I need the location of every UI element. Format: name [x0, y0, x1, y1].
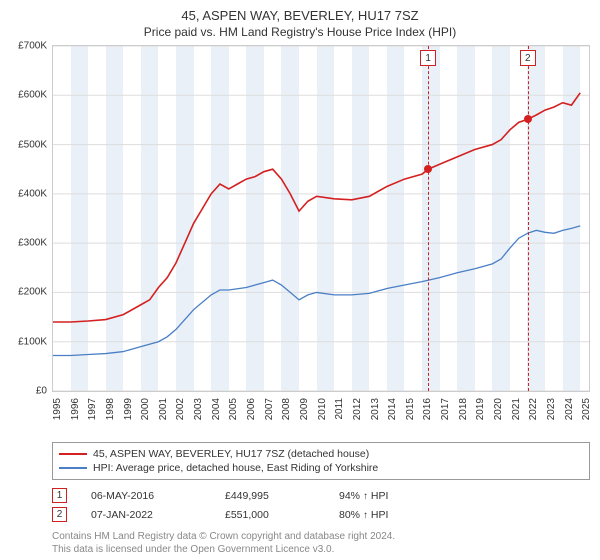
x-tick-label: 2025 — [581, 398, 592, 420]
sale-num-box: 2 — [52, 507, 67, 522]
x-tick-label: 2020 — [493, 398, 504, 420]
legend: 45, ASPEN WAY, BEVERLEY, HU17 7SZ (detac… — [52, 442, 590, 480]
x-tick-label: 2001 — [158, 398, 169, 420]
x-tick-label: 1996 — [70, 398, 81, 420]
sale-point — [524, 115, 532, 123]
x-tick-label: 2013 — [370, 398, 381, 420]
arrow-up-icon: ↑ — [363, 491, 368, 502]
footer-line-1: Contains HM Land Registry data © Crown c… — [52, 530, 590, 543]
chart-lines-svg — [53, 46, 589, 391]
x-tick-label: 2012 — [352, 398, 363, 420]
x-tick-label: 2005 — [228, 398, 239, 420]
sales-table: 1 06-MAY-2016 £449,995 94% ↑ HPI 2 07-JAN-202… — [52, 486, 590, 524]
marker-line — [428, 46, 429, 391]
sale-price: £551,000 — [225, 509, 315, 521]
x-tick-label: 2011 — [334, 398, 345, 420]
x-tick-label: 2021 — [511, 398, 522, 420]
x-tick-label: 2017 — [440, 398, 451, 420]
x-tick-label: 1999 — [123, 398, 134, 420]
legend-label: 45, ASPEN WAY, BEVERLEY, HU17 7SZ (detac… — [93, 448, 369, 460]
chart-plot-area: £0£100K£200K£300K£400K£500K£600K£700K 12 — [52, 45, 590, 392]
sale-date: 06-MAY-2016 — [91, 490, 201, 502]
y-tick-label: £100K — [18, 336, 47, 347]
x-tick-label: 2006 — [246, 398, 257, 420]
y-tick-label: £200K — [18, 287, 47, 298]
y-tick-label: £600K — [18, 90, 47, 101]
sale-pct: 94% ↑ HPI — [339, 490, 388, 502]
x-tick-label: 2022 — [528, 398, 539, 420]
marker-box: 2 — [520, 50, 536, 66]
y-tick-label: £300K — [18, 238, 47, 249]
x-axis: 1995 1996 1997 1998 1999 2000 2001 2002 2003 2004… — [52, 396, 590, 440]
x-tick-label: 1998 — [105, 398, 116, 420]
x-tick-label: 2023 — [546, 398, 557, 420]
series-line — [53, 226, 580, 356]
x-tick-label: 2010 — [317, 398, 328, 420]
legend-swatch — [59, 467, 87, 469]
x-tick-label: 2008 — [281, 398, 292, 420]
x-tick-label: 2002 — [175, 398, 186, 420]
sale-point — [424, 165, 432, 173]
y-tick-label: £500K — [18, 139, 47, 150]
x-tick-label: 2014 — [387, 398, 398, 420]
sale-pct: 80% ↑ HPI — [339, 509, 388, 521]
x-tick-label: 2016 — [422, 398, 433, 420]
legend-row: 45, ASPEN WAY, BEVERLEY, HU17 7SZ (detac… — [59, 447, 583, 461]
footer-attribution: Contains HM Land Registry data © Crown c… — [52, 530, 590, 556]
sale-price: £449,995 — [225, 490, 315, 502]
footer-line-2: This data is licensed under the Open Gov… — [52, 543, 590, 556]
chart-subtitle: Price paid vs. HM Land Registry's House … — [10, 25, 590, 39]
legend-row: HPI: Average price, detached house, East… — [59, 461, 583, 475]
sale-date: 07-JAN-2022 — [91, 509, 201, 521]
x-tick-label: 2015 — [405, 398, 416, 420]
x-tick-label: 2009 — [299, 398, 310, 420]
y-tick-label: £0 — [36, 386, 47, 397]
x-tick-label: 1995 — [52, 398, 63, 420]
x-tick-label: 1997 — [87, 398, 98, 420]
chart-title: 45, ASPEN WAY, BEVERLEY, HU17 7SZ — [10, 8, 590, 23]
y-tick-label: £700K — [18, 41, 47, 52]
x-tick-label: 2018 — [458, 398, 469, 420]
x-tick-label: 2000 — [140, 398, 151, 420]
legend-label: HPI: Average price, detached house, East… — [93, 462, 378, 474]
x-tick-label: 2003 — [193, 398, 204, 420]
x-tick-label: 2024 — [564, 398, 575, 420]
arrow-up-icon: ↑ — [363, 510, 368, 521]
x-tick-label: 2004 — [211, 398, 222, 420]
y-axis: £0£100K£200K£300K£400K£500K£600K£700K — [9, 46, 51, 391]
x-tick-label: 2019 — [475, 398, 486, 420]
sale-num-box: 1 — [52, 488, 67, 503]
legend-swatch — [59, 453, 87, 455]
marker-line — [528, 46, 529, 391]
sale-row: 1 06-MAY-2016 £449,995 94% ↑ HPI — [52, 486, 590, 505]
sale-row: 2 07-JAN-2022 £551,000 80% ↑ HPI — [52, 505, 590, 524]
y-tick-label: £400K — [18, 188, 47, 199]
marker-box: 1 — [420, 50, 436, 66]
series-line — [53, 93, 580, 322]
x-tick-label: 2007 — [264, 398, 275, 420]
